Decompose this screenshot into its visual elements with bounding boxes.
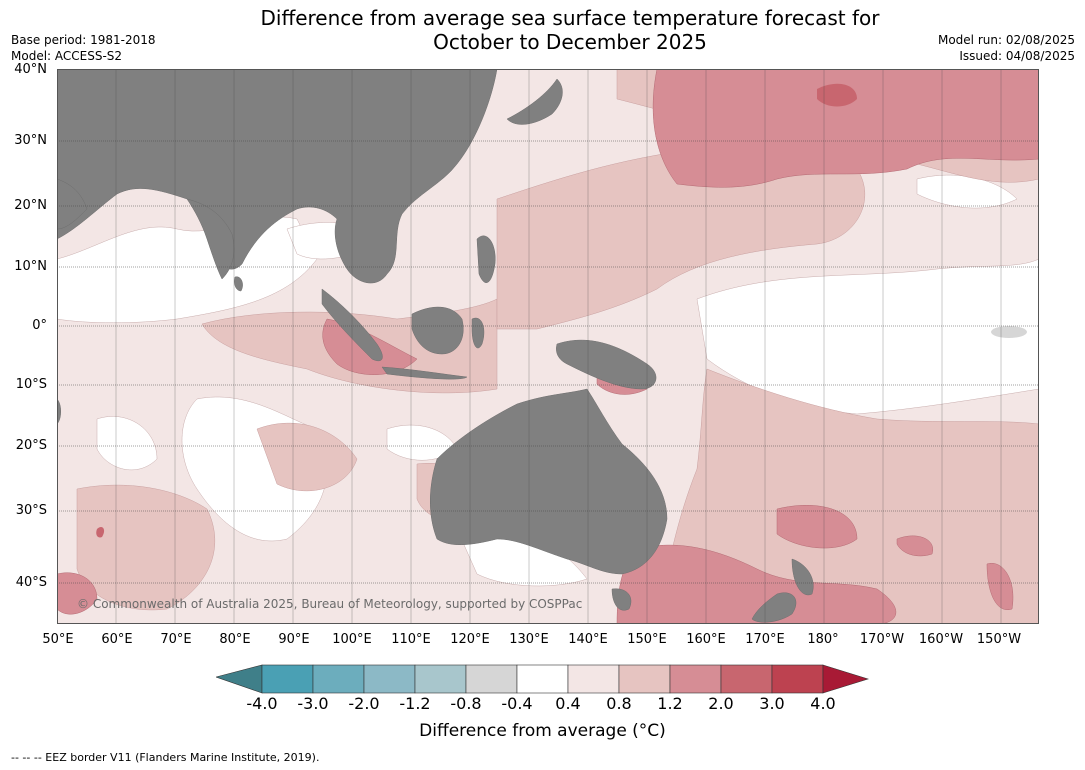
strong-anomaly-regions [57,69,1039,624]
very-strong-anomaly-regions [96,83,857,538]
lat-label: 10°N [14,259,47,274]
lat-label: 10°S [15,377,47,392]
lon-label: 160°W [918,632,964,647]
colorbar-tick: 2.0 [708,694,734,713]
asia-landmass [57,69,498,284]
lon-label: 170°E [745,632,785,647]
lon-label: 170°W [859,632,905,647]
sumatra [321,288,383,362]
colorbar-tick: -2.0 [348,694,380,713]
lat-label: 30°S [15,503,47,518]
copyright-notice: © Commonwealth of Australia 2025, Bureau… [77,597,583,611]
colorbar-tick: -3.0 [297,694,329,713]
lon-label: 70°E [160,632,192,647]
lon-label: 80°E [219,632,251,647]
new-zealand-south [751,592,797,623]
lon-label: 120°E [450,632,490,647]
lon-label: 50°E [42,632,74,647]
title-line-1: Difference from average sea surface temp… [260,6,880,30]
colorbar-swatch [465,664,518,694]
map-title: Difference from average sea surface temp… [0,6,1085,54]
map-border [57,69,1039,624]
colorbar-swatch [516,664,569,694]
colorbar-tick: 3.0 [759,694,785,713]
colorbar-tick: -0.8 [450,694,482,713]
title-line-2: October to December 2025 [433,30,707,54]
colorbar-swatch [414,664,467,694]
colorbar-title: Difference from average (°C) [419,721,666,741]
arabian-coast [57,178,88,230]
eez-border-note: -- -- -- EEZ border V11 (Flanders Marine… [11,751,320,764]
graticule [57,140,1039,584]
lat-label: 30°N [14,133,47,148]
java [381,366,468,380]
meta-right: Model run: 02/08/2025 Issued: 04/08/2025 [938,32,1075,64]
cool-anomaly-patch [991,326,1027,338]
lon-label: 60°E [101,632,133,647]
lon-label: 90°E [278,632,310,647]
lat-label: 40°N [14,62,47,77]
colorbar-swatch [261,664,314,694]
japan-islands [506,78,563,125]
colorbar-swatch [771,664,824,694]
lat-label: 20°N [14,198,47,213]
colorbar-tick: -1.2 [399,694,431,713]
model-name: Model: ACCESS-S2 [11,49,123,63]
colorbar-min-arrow [216,664,263,694]
colorbar-tick: -4.0 [246,694,278,713]
sst-anomaly-map [57,69,1039,624]
new-guinea [556,339,657,390]
colorbar-swatch [312,664,365,694]
lat-label: 20°S [15,438,47,453]
lat-label: 0° [32,318,47,333]
lon-label: 150°W [976,632,1022,647]
colorbar-tick: 0.4 [555,694,581,713]
land-masses [57,69,814,623]
issued-date: Issued: 04/08/2025 [959,49,1075,63]
borneo [411,306,464,355]
sulawesi [471,317,485,349]
sri-lanka [234,276,243,292]
australia [430,388,668,575]
colorbar-swatch [363,664,416,694]
map-canvas [57,69,1039,624]
philippines [476,235,496,283]
tasmania [611,588,632,611]
colorbar-swatch [567,664,620,694]
meta-left: Base period: 1981-2018 Model: ACCESS-S2 [11,32,156,64]
colorbar-swatch [720,664,773,694]
model-run: Model run: 02/08/2025 [937,33,1075,47]
lon-label: 100°E [332,632,372,647]
lat-label: 40°S [15,575,47,590]
colorbar-max-arrow [822,664,870,694]
colorbar-tick: -0.4 [501,694,533,713]
lon-label: 110°E [391,632,431,647]
meridians [115,69,1002,624]
lon-label: 160°E [686,632,726,647]
india-peninsula [186,198,235,280]
colorbar-tick: 1.2 [657,694,683,713]
colorbar-swatch [669,664,722,694]
lon-label: 130°E [509,632,549,647]
colorbar [216,664,870,694]
lon-label: 180° [807,632,839,647]
colorbar-tick: 4.0 [810,694,836,713]
colorbar-swatch [618,664,671,694]
colorbar-tick: 0.8 [606,694,632,713]
new-zealand-north [791,558,814,596]
lon-label: 140°E [568,632,608,647]
lon-label: 150°E [627,632,667,647]
base-period: Base period: 1981-2018 [11,33,156,47]
